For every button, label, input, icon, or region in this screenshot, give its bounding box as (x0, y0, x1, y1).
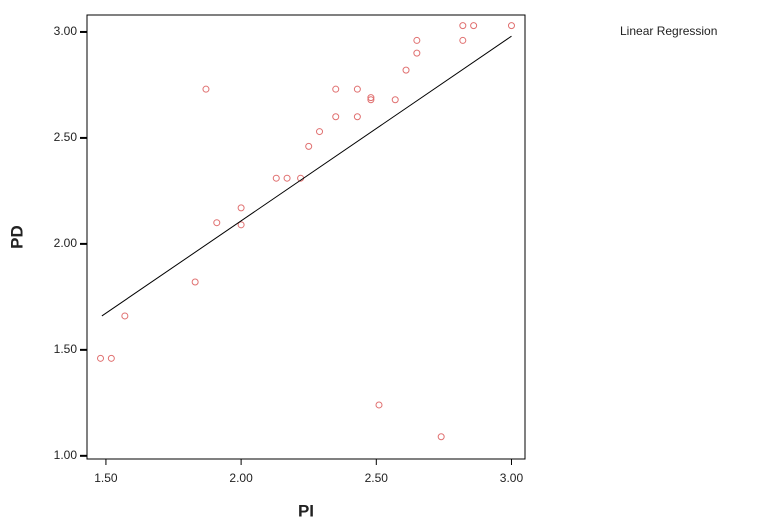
y-tick-label: 1.00 (54, 448, 78, 462)
point (107, 354, 115, 362)
y-tick-label: 2.00 (54, 236, 78, 250)
point (316, 128, 324, 136)
y-tick-label: 1.50 (54, 342, 78, 356)
y-tick-label: 3.00 (54, 24, 78, 38)
point (272, 174, 280, 182)
point (121, 312, 129, 320)
point (413, 36, 421, 44)
point (202, 85, 210, 93)
point (353, 85, 361, 93)
point (237, 221, 245, 229)
point (97, 354, 105, 362)
point (470, 22, 478, 30)
legend-label: Linear Regression (620, 24, 717, 38)
regression-line (101, 35, 512, 317)
point (367, 94, 375, 102)
point (237, 204, 245, 212)
point (391, 96, 399, 104)
point (459, 36, 467, 44)
point (402, 66, 410, 74)
point (191, 278, 199, 286)
point (332, 113, 340, 121)
x-tick-label: 2.50 (365, 471, 389, 485)
x-axis-title: PI (298, 501, 314, 520)
x-tick-label: 3.00 (500, 471, 524, 485)
point (507, 22, 515, 30)
point (437, 433, 445, 441)
x-tick-label: 2.00 (229, 471, 253, 485)
point (413, 49, 421, 57)
x-tick-label: 1.50 (94, 471, 118, 485)
point (305, 142, 313, 150)
point (353, 113, 361, 121)
point (367, 96, 375, 104)
y-tick-label: 2.50 (54, 130, 78, 144)
plot-frame (86, 14, 526, 460)
y-axis-title: PD (7, 225, 26, 249)
point (213, 219, 221, 227)
point (459, 22, 467, 30)
point (332, 85, 340, 93)
point (283, 174, 291, 182)
point (375, 401, 383, 409)
